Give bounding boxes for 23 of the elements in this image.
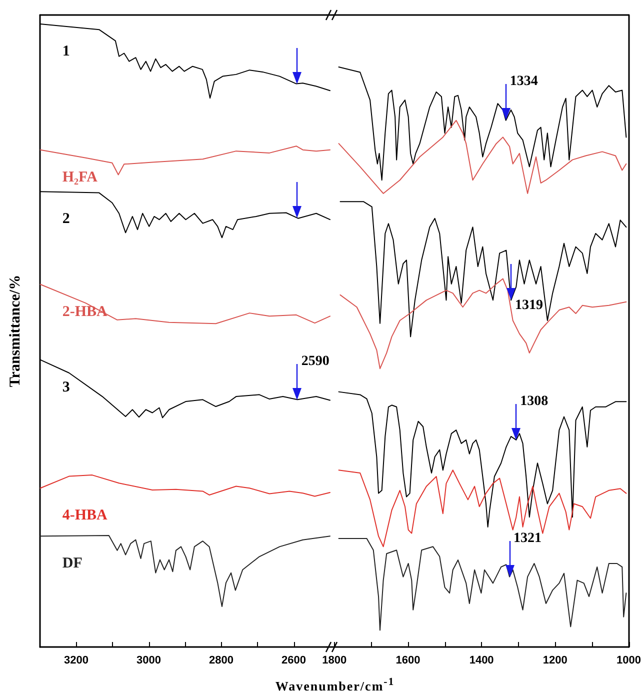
annotation: 1321 [514, 530, 542, 547]
x-tick-label: 3200 [64, 654, 88, 666]
x-tick-label: 1000 [616, 654, 642, 666]
annotation: 2590 [301, 354, 330, 370]
x-tick-label: 2600 [282, 654, 306, 666]
x-tick-label: 2800 [209, 654, 234, 666]
series-label: DF [62, 556, 82, 572]
series-label: 2-HBA [62, 304, 108, 320]
x-tick-label: 1800 [322, 654, 347, 666]
x-tick-label: 1200 [542, 654, 568, 666]
series-label: 2 [62, 211, 70, 228]
series-label: H₂FA [62, 169, 98, 186]
x-axis-title: Wavenumber/cm$^{-1}$ [275, 676, 395, 694]
annotation: 1319 [515, 298, 543, 314]
x-tick-label: 1400 [469, 654, 494, 666]
x-tick-label: 1600 [396, 654, 420, 666]
y-axis-title: Transmittance/% [8, 274, 24, 388]
series-label: 1 [62, 43, 70, 60]
annotation: 1308 [520, 394, 548, 410]
annotation: 1334 [510, 74, 538, 90]
series-label: 3 [62, 379, 70, 396]
series-label: 4-HBA [62, 508, 108, 524]
x-tick-label: 3000 [136, 654, 161, 666]
